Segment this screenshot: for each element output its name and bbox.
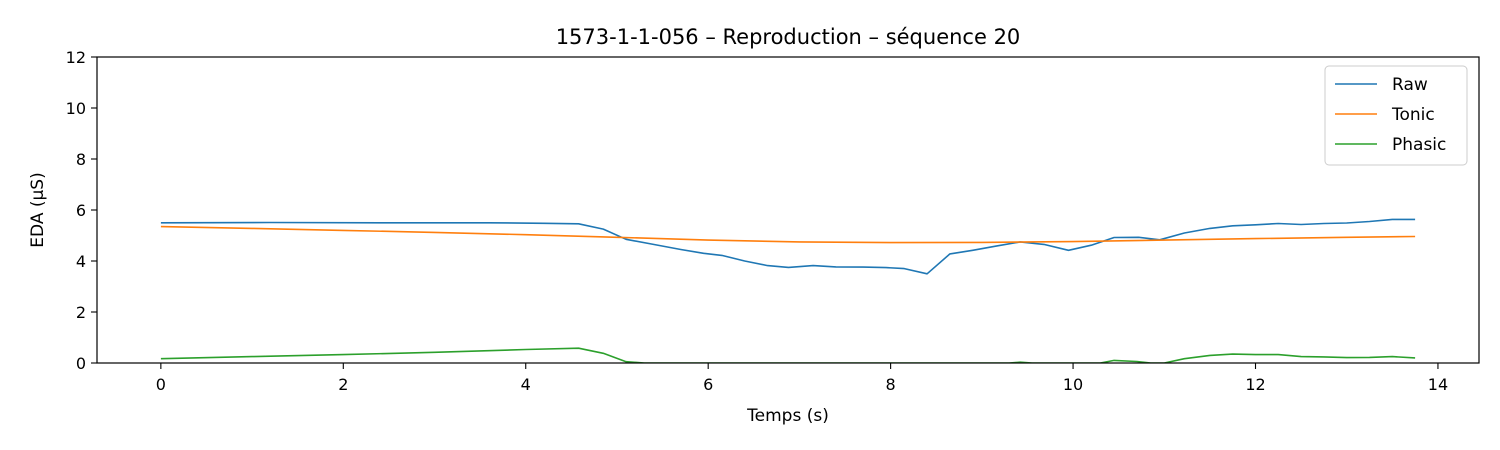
series-line-tonic	[160, 225, 1416, 244]
x-tick-label: 0	[156, 375, 166, 394]
y-tick-label: 10	[66, 99, 86, 118]
x-axis-label: Temps (s)	[746, 406, 829, 426]
legend-label-phasic: Phasic	[1392, 135, 1446, 155]
series-line-phasic	[160, 347, 1416, 363]
x-tick-label: 12	[1245, 375, 1265, 394]
x-tick-label: 4	[521, 375, 531, 394]
x-tick-label: 8	[886, 375, 896, 394]
legend-label-tonic: Tonic	[1391, 105, 1435, 125]
x-tick-label: 14	[1428, 375, 1448, 394]
y-tick-label: 2	[76, 303, 86, 322]
x-tick-label: 10	[1063, 375, 1083, 394]
chart-title: 1573-1-1-056 – Reproduction – séquence 2…	[556, 25, 1021, 49]
y-tick-label: 6	[76, 201, 86, 220]
legend-label-raw: Raw	[1392, 75, 1428, 95]
series-layer	[160, 218, 1416, 363]
legend-box	[1324, 65, 1468, 166]
y-tick-label: 12	[66, 48, 86, 67]
legend: Raw Tonic Phasic	[1324, 65, 1468, 166]
y-tick-label: 8	[76, 150, 86, 169]
y-tick-label: 4	[76, 252, 86, 271]
y-tick-label: 0	[76, 354, 86, 373]
y-axis: 0 2 4 6 8 10 12	[66, 48, 97, 373]
series-line-raw	[160, 218, 1416, 275]
x-tick-label: 2	[338, 375, 348, 394]
x-tick-label: 6	[703, 375, 713, 394]
x-axis: 0 2 4 6 8 10 12 14	[156, 363, 1448, 394]
plot-frame	[96, 56, 1480, 364]
y-axis-label: EDA (µS)	[28, 172, 48, 247]
